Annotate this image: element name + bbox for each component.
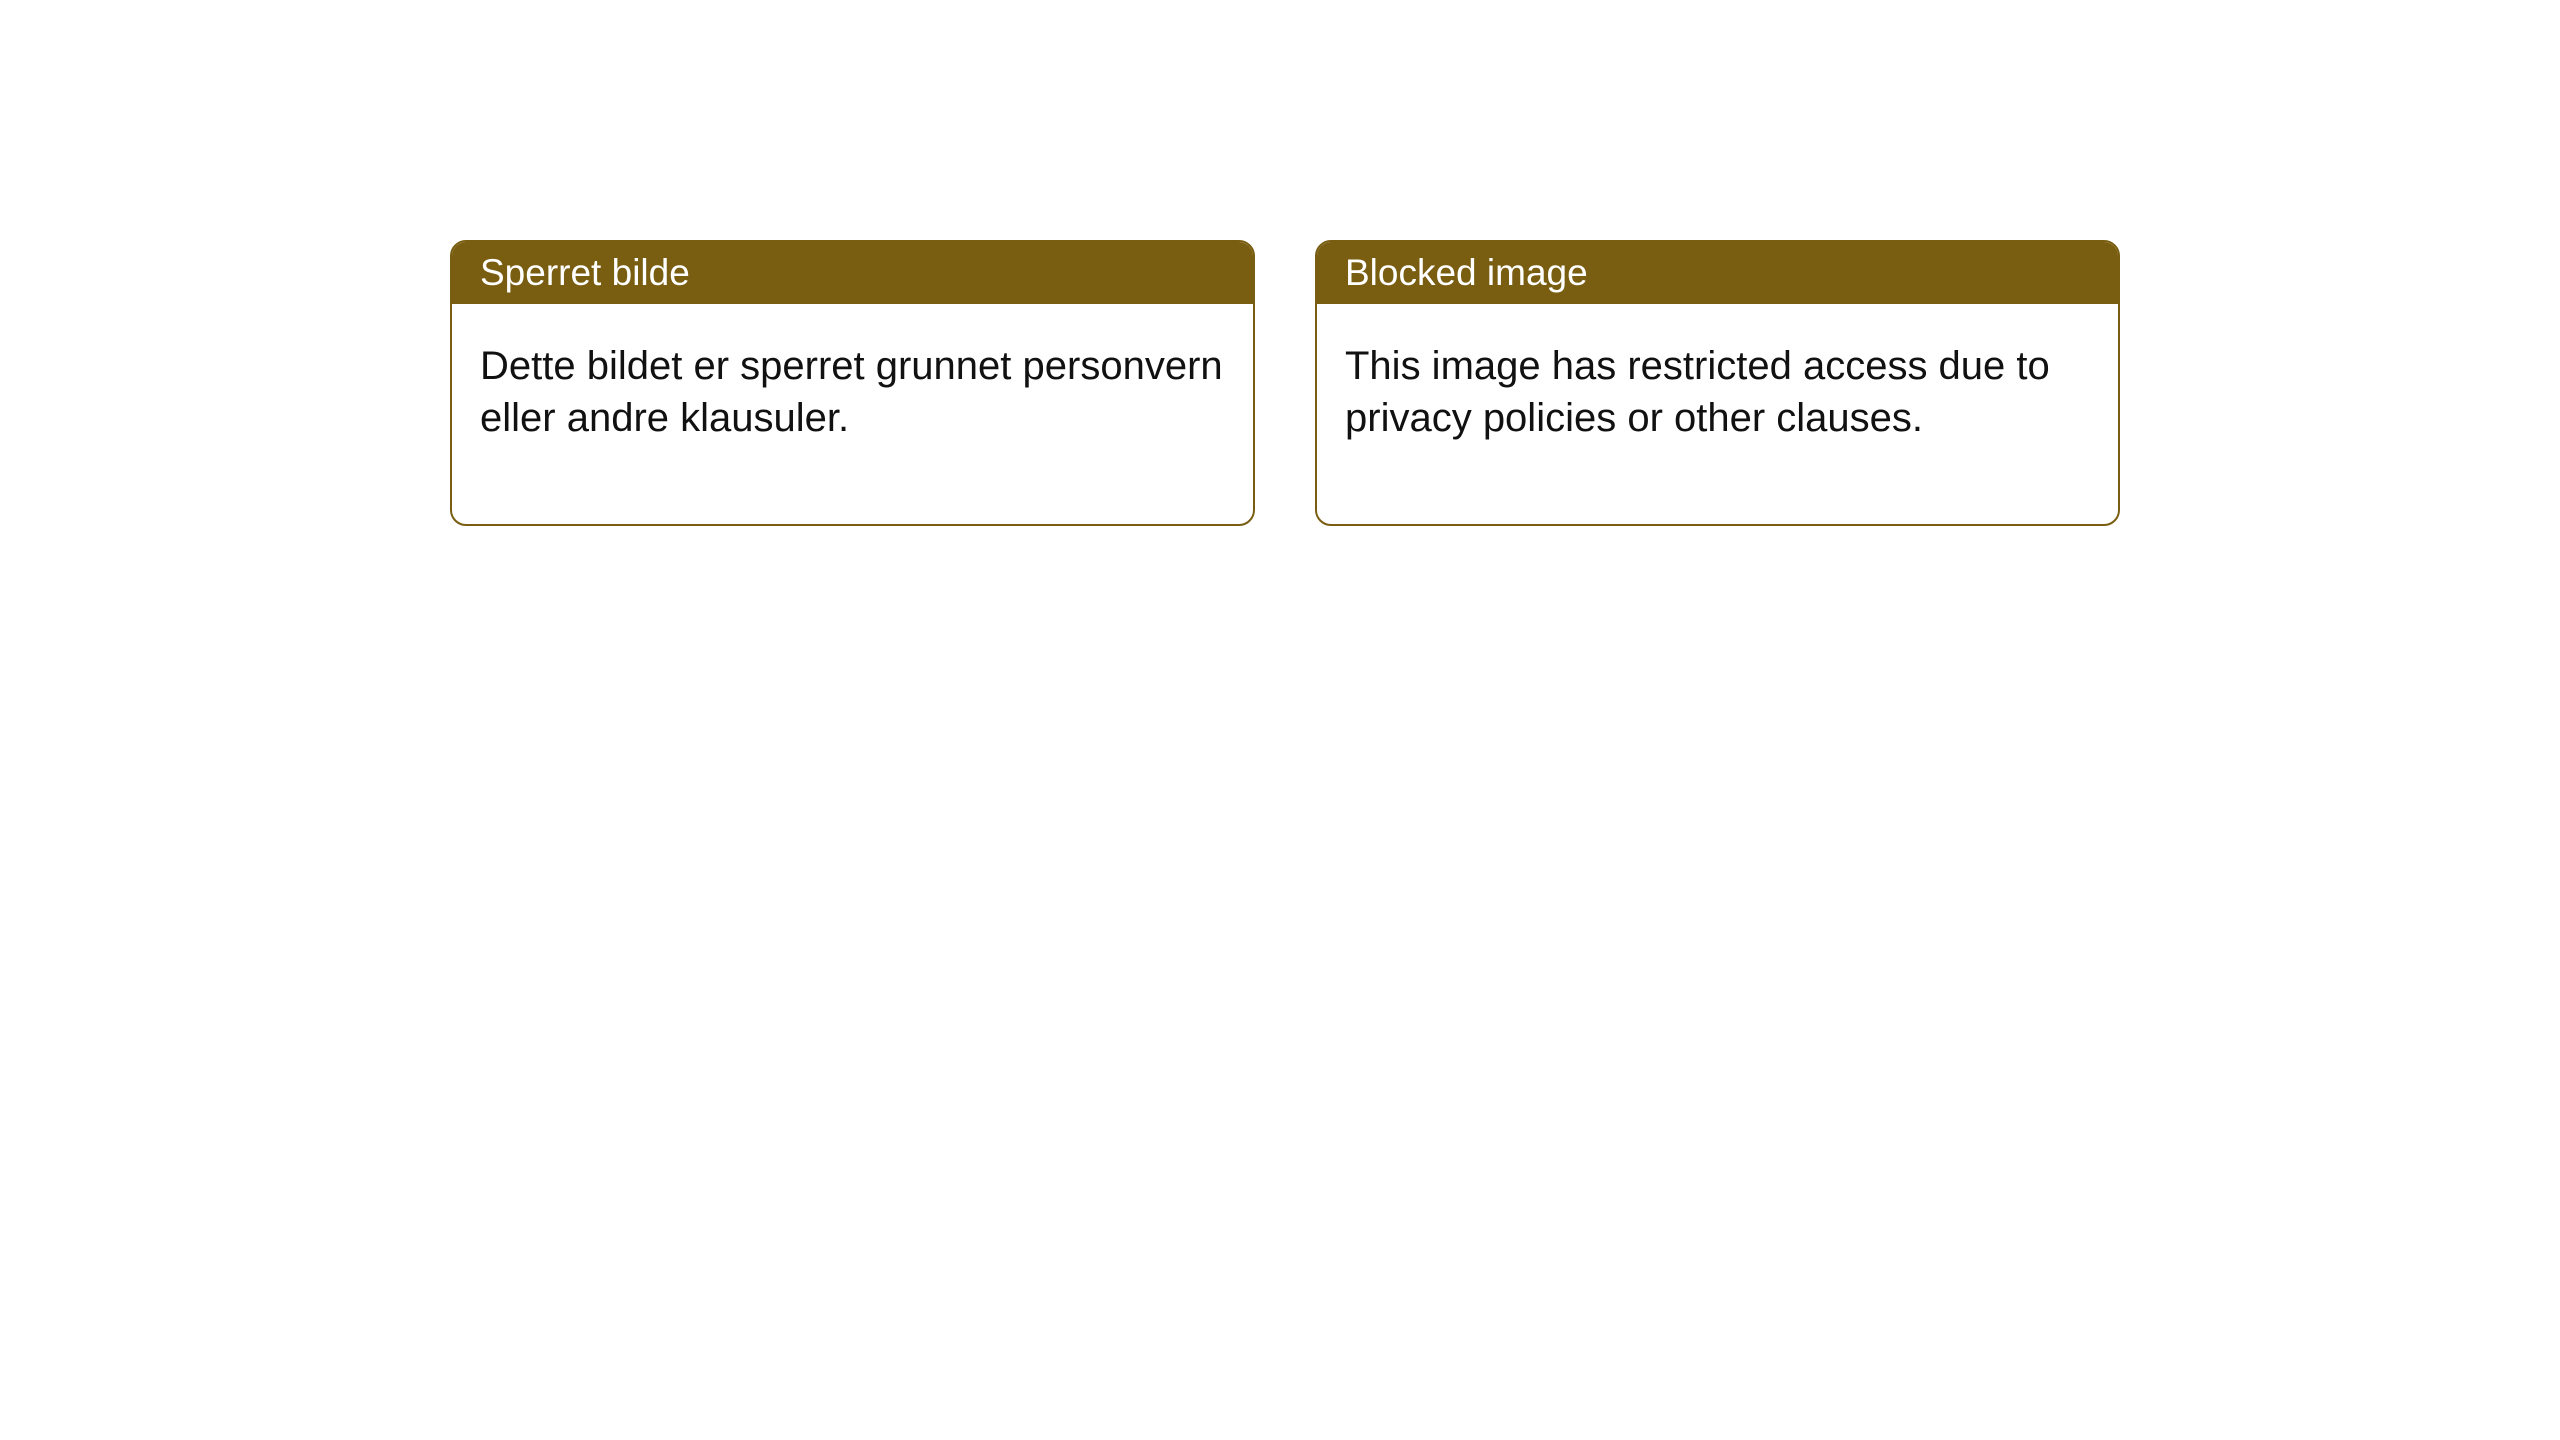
card-header: Blocked image (1317, 242, 2118, 304)
card-title: Blocked image (1345, 252, 1588, 293)
card-message: Dette bildet er sperret grunnet personve… (480, 344, 1223, 440)
notice-card-english: Blocked image This image has restricted … (1315, 240, 2120, 526)
card-body: Dette bildet er sperret grunnet personve… (452, 304, 1253, 524)
card-message: This image has restricted access due to … (1345, 344, 2050, 440)
notice-card-norwegian: Sperret bilde Dette bildet er sperret gr… (450, 240, 1255, 526)
notice-cards-container: Sperret bilde Dette bildet er sperret gr… (450, 240, 2120, 526)
card-title: Sperret bilde (480, 252, 690, 293)
card-body: This image has restricted access due to … (1317, 304, 2118, 524)
card-header: Sperret bilde (452, 242, 1253, 304)
